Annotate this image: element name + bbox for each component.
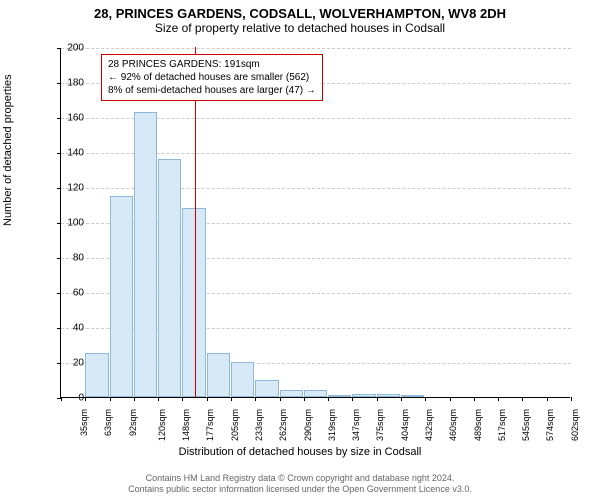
title-main: 28, PRINCES GARDENS, CODSALL, WOLVERHAMP… (0, 0, 600, 21)
footer-line1: Contains HM Land Registry data © Crown c… (0, 473, 600, 485)
xtick-mark (280, 397, 281, 401)
histogram-bar (401, 395, 424, 397)
xtick-label: 148sqm (181, 409, 191, 441)
chart-area: 28 PRINCES GARDENS: 191sqm← 92% of detac… (60, 48, 570, 398)
histogram-bar (377, 394, 400, 398)
ytick-label: 40 (54, 323, 84, 334)
xtick-label: 262sqm (278, 409, 288, 441)
x-axis-label: Distribution of detached houses by size … (0, 446, 600, 458)
xtick-label: 517sqm (497, 409, 507, 441)
histogram-bar (158, 159, 181, 397)
xtick-label: 432sqm (424, 409, 434, 441)
xtick-mark (328, 397, 329, 401)
xtick-mark (255, 397, 256, 401)
ytick-label: 120 (54, 183, 84, 194)
xtick-mark (377, 397, 378, 401)
xtick-label: 375sqm (375, 409, 385, 441)
ytick-label: 160 (54, 113, 84, 124)
xtick-mark (110, 397, 111, 401)
ytick-label: 0 (54, 393, 84, 404)
ytick-label: 140 (54, 148, 84, 159)
y-axis-label: Number of detached properties (2, 74, 14, 226)
histogram-bar (134, 112, 157, 397)
annotation-line1: 28 PRINCES GARDENS: 191sqm (108, 58, 316, 71)
xtick-label: 177sqm (205, 409, 215, 441)
xtick-label: 205sqm (230, 409, 240, 441)
xtick-mark (352, 397, 353, 401)
xtick-mark (450, 397, 451, 401)
xtick-mark (134, 397, 135, 401)
xtick-label: 574sqm (545, 409, 555, 441)
xtick-mark (231, 397, 232, 401)
xtick-label: 35sqm (79, 409, 89, 436)
annotation-box: 28 PRINCES GARDENS: 191sqm← 92% of detac… (101, 54, 323, 101)
xtick-label: 460sqm (448, 409, 458, 441)
histogram-bar (255, 380, 278, 398)
histogram-bar (110, 196, 133, 397)
xtick-label: 347sqm (351, 409, 361, 441)
ytick-label: 100 (54, 218, 84, 229)
xtick-label: 319sqm (327, 409, 337, 441)
histogram-bar (231, 362, 254, 397)
xtick-mark (547, 397, 548, 401)
xtick-mark (522, 397, 523, 401)
xtick-label: 233sqm (254, 409, 264, 441)
xtick-mark (401, 397, 402, 401)
ytick-label: 80 (54, 253, 84, 264)
footer-line2: Contains public sector information licen… (0, 484, 600, 496)
xtick-mark (425, 397, 426, 401)
xtick-mark (85, 397, 86, 401)
xtick-label: 404sqm (400, 409, 410, 441)
ytick-label: 180 (54, 78, 84, 89)
xtick-mark (304, 397, 305, 401)
title-sub: Size of property relative to detached ho… (0, 21, 600, 39)
xtick-label: 290sqm (303, 409, 313, 441)
histogram-bar (352, 394, 375, 398)
histogram-bar (85, 353, 108, 397)
xtick-mark (207, 397, 208, 401)
xtick-label: 545sqm (521, 409, 531, 441)
footer-attribution: Contains HM Land Registry data © Crown c… (0, 473, 600, 496)
xtick-mark (158, 397, 159, 401)
histogram-bar (280, 390, 303, 397)
xtick-label: 489sqm (473, 409, 483, 441)
xtick-mark (182, 397, 183, 401)
histogram-bar (207, 353, 230, 397)
xtick-label: 92sqm (128, 409, 138, 436)
xtick-mark (571, 397, 572, 401)
xtick-mark (498, 397, 499, 401)
xtick-label: 602sqm (570, 409, 580, 441)
histogram-bar (328, 395, 351, 397)
xtick-label: 120sqm (157, 409, 167, 441)
ytick-label: 60 (54, 288, 84, 299)
xtick-label: 63sqm (103, 409, 113, 436)
plot-area: 28 PRINCES GARDENS: 191sqm← 92% of detac… (60, 48, 570, 398)
histogram-bar (304, 390, 327, 397)
ytick-label: 200 (54, 43, 84, 54)
annotation-line3: 8% of semi-detached houses are larger (4… (108, 84, 316, 97)
annotation-line2: ← 92% of detached houses are smaller (56… (108, 71, 316, 84)
xtick-mark (474, 397, 475, 401)
gridline (61, 48, 571, 49)
ytick-label: 20 (54, 358, 84, 369)
